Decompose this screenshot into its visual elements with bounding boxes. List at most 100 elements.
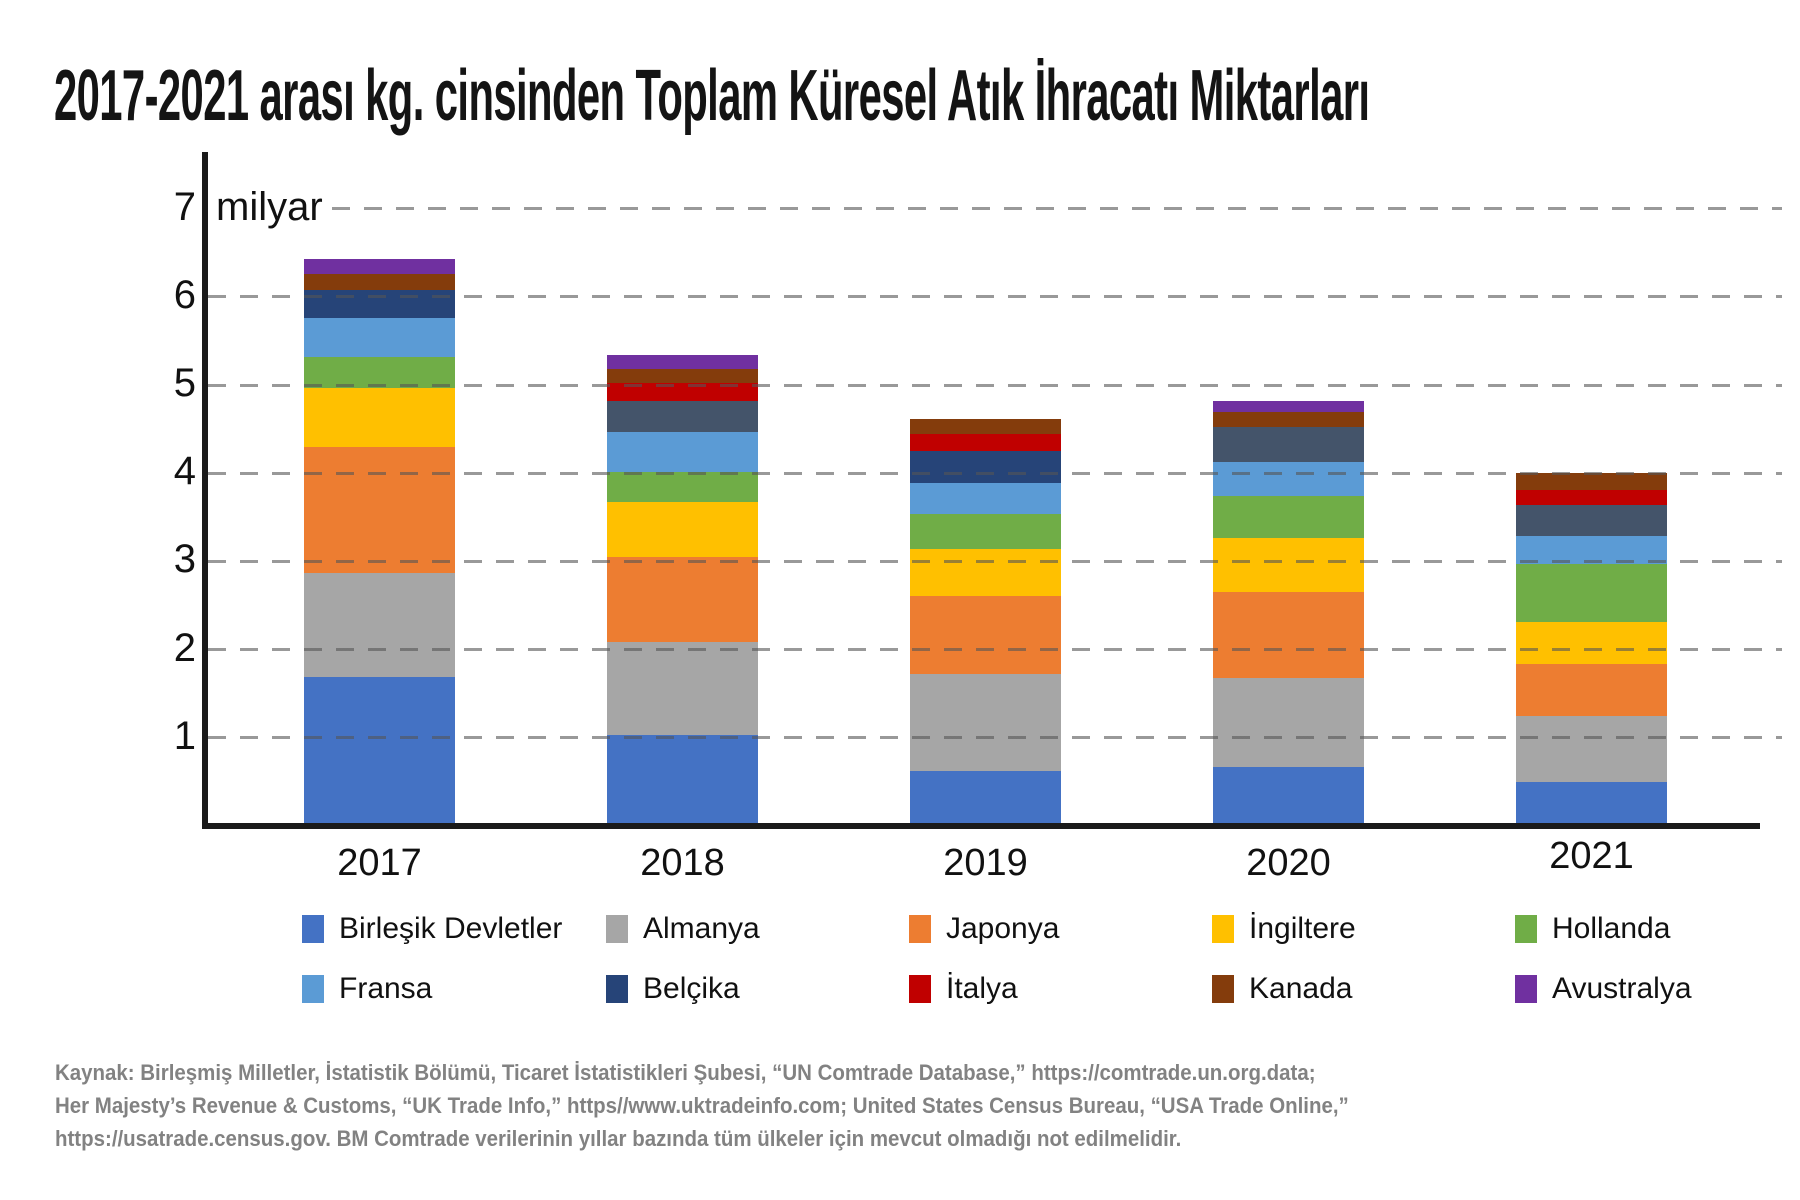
bar-segment-2018-İtalya (607, 382, 758, 402)
y-tick-label-6: 6 (173, 272, 196, 317)
bar-segment-2017-Kanada (304, 273, 455, 291)
legend-label: Belçika (643, 972, 740, 1005)
bar-segment-2020-Kanada (1213, 411, 1364, 427)
legend-label: İtalya (946, 972, 1018, 1005)
bar-segment-2019-Japonya (910, 596, 1061, 674)
bar-segment-2021-İngiltere (1516, 621, 1667, 665)
bar-segment-2018-İngiltere (607, 501, 758, 557)
legend-item-Japonya: Japonya (909, 912, 1212, 946)
bar-segment-2018-Avustralya (607, 354, 758, 369)
chart-title: 2017-2021 arası kg. cinsinden Toplam Kür… (54, 56, 1370, 136)
legend-label: Japonya (946, 912, 1060, 945)
bar-segment-2017-Japonya (304, 447, 455, 574)
bar-segment-2019-Fransa (910, 482, 1061, 515)
legend-swatch-Avustralya (1515, 975, 1537, 1003)
legend-label: Almanya (643, 912, 760, 945)
footer-line-1: Kaynak: Birleşmiş Milletler, İstatistik … (55, 1060, 1316, 1085)
y-axis-line (202, 152, 208, 829)
legend-item-Almanya: Almanya (606, 912, 909, 946)
bar-segment-2019-Kanada (910, 419, 1061, 435)
bar-segment-2018-Belçika (607, 401, 758, 433)
bar-segment-2021-Fransa (1516, 536, 1667, 564)
x-tick-label-2020: 2020 (1246, 842, 1331, 884)
y-tick-label-3: 3 (173, 537, 196, 582)
legend-label: Hollanda (1552, 912, 1671, 945)
bar-segment-2017-Birleşik Devletler (304, 677, 455, 823)
legend-swatch-Japonya (909, 915, 931, 943)
bar-segment-2018-Fransa (607, 432, 758, 472)
legend-label: İngiltere (1249, 912, 1356, 945)
legend-item-İtalya: İtalya (909, 972, 1212, 1006)
bar-segment-2019-İtalya (910, 434, 1061, 451)
x-axis-line (202, 823, 1760, 829)
legend: Birleşik Devletler Almanya Japonya İngilter… (302, 912, 1800, 1006)
bar-segment-2021-Almanya (1516, 716, 1667, 782)
gridline-5 (208, 383, 1782, 387)
x-tick-label-2017: 2017 (337, 842, 422, 884)
legend-swatch-Birleşik Devletler (302, 915, 324, 943)
x-tick-label-2021: 2021 (1549, 835, 1634, 877)
bar-segment-2018-Hollanda (607, 471, 758, 502)
bar-segment-2021-Birleşik Devletler (1516, 781, 1667, 823)
x-tick-label-2018: 2018 (640, 842, 725, 884)
legend-label: Birleşik Devletler (339, 912, 563, 945)
legend-item-Kanada: Kanada (1212, 972, 1515, 1006)
bar-segment-2017-Hollanda (304, 357, 455, 389)
bar-segment-2020-Fransa (1213, 462, 1364, 496)
legend-label: Fransa (339, 972, 433, 1005)
bar-segment-2021-Kanada (1516, 472, 1667, 490)
bar-segment-2020-Avustralya (1213, 400, 1364, 412)
legend-swatch-Belçika (606, 975, 628, 1003)
gridline-3 (208, 559, 1782, 563)
bar-segment-2021-Japonya (1516, 664, 1667, 717)
bar-segment-2021-Hollanda (1516, 563, 1667, 622)
legend-swatch-İngiltere (1212, 915, 1234, 943)
legend-item-İngiltere: İngiltere (1212, 912, 1515, 946)
bar-segment-2018-Birleşik Devletler (607, 734, 758, 823)
gridline-7 (332, 207, 1782, 211)
legend-label: Avustralya (1552, 972, 1692, 1005)
legend-item-Avustralya: Avustralya (1515, 972, 1800, 1006)
bar-segment-2018-Kanada (607, 368, 758, 383)
legend-swatch-Hollanda (1515, 915, 1537, 943)
footer-line-3: https://usatrade.census.gov. BM Comtrade… (55, 1126, 1182, 1151)
bar-segment-2019-Hollanda (910, 514, 1061, 549)
legend-swatch-Almanya (606, 915, 628, 943)
bar-segment-2020-Japonya (1213, 591, 1364, 679)
bar-segment-2019-Birleşik Devletler (910, 770, 1061, 823)
gridline-6 (208, 295, 1782, 299)
legend-swatch-Fransa (302, 975, 324, 1003)
gridline-1 (208, 736, 1782, 740)
legend-label: Kanada (1249, 972, 1353, 1005)
gridline-2 (208, 648, 1782, 652)
y-tick-label-2: 2 (173, 625, 196, 670)
bar-segment-2020-İngiltere (1213, 538, 1364, 592)
gridline-4 (208, 471, 1782, 475)
bar-segment-2019-Belçika (910, 450, 1061, 483)
bar-segment-2017-İngiltere (304, 388, 455, 448)
legend-item-Fransa: Fransa (302, 972, 606, 1006)
bar-segment-2017-Almanya (304, 573, 455, 678)
bar-segment-2021-Belçika (1516, 505, 1667, 537)
y-tick-label-7: 7 (173, 184, 196, 229)
bar-segment-2019-Almanya (910, 673, 1061, 771)
bar-segment-2019-İngiltere (910, 548, 1061, 597)
legend-swatch-İtalya (909, 975, 931, 1003)
y-tick-label-5: 5 (173, 361, 196, 405)
footer-note: Kaynak: Birleşmiş Milletler, İstatistik … (55, 1056, 1349, 1155)
legend-item-Belçika: Belçika (606, 972, 909, 1006)
bar-segment-2020-Birleşik Devletler (1213, 766, 1364, 823)
bar-segment-2020-Almanya (1213, 678, 1364, 767)
x-tick-label-2019: 2019 (943, 842, 1028, 884)
bar-segment-2018-Almanya (607, 642, 758, 735)
bar-segment-2017-Avustralya (304, 258, 455, 274)
bar-segment-2020-Belçika (1213, 426, 1364, 463)
bar-segment-2020-Hollanda (1213, 495, 1364, 539)
bar-segment-2017-Belçika (304, 290, 455, 319)
legend-swatch-Kanada (1212, 975, 1234, 1003)
legend-item-Birleşik Devletler: Birleşik Devletler (302, 912, 606, 946)
legend-item-Hollanda: Hollanda (1515, 912, 1800, 946)
bar-segment-2018-Japonya (607, 556, 758, 643)
y-tick-label-1: 1 (173, 713, 196, 758)
